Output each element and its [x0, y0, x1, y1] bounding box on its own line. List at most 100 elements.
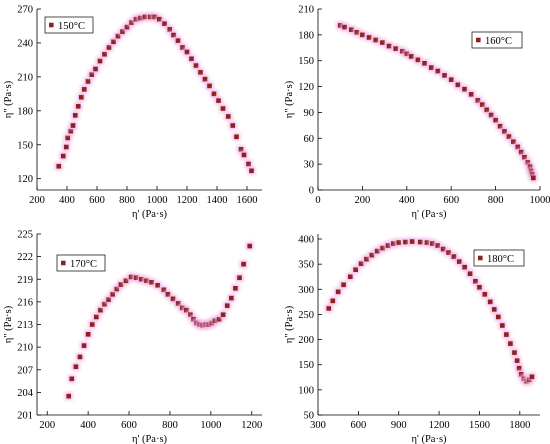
- data-point: [522, 154, 527, 160]
- y-tick-label: 225: [17, 230, 33, 241]
- data-point: [212, 318, 218, 324]
- data-point: [241, 261, 246, 267]
- y-tick-label: 50: [304, 411, 315, 422]
- data-point: [482, 292, 488, 297]
- data-point: [224, 303, 230, 308]
- data-point: [234, 134, 239, 140]
- x-tick-label: 200: [355, 195, 371, 206]
- x-tick-label: 1000: [147, 195, 168, 206]
- data-point: [111, 39, 116, 45]
- data-point: [230, 123, 236, 128]
- data-point: [246, 161, 251, 167]
- data-point: [171, 32, 176, 38]
- data-point: [518, 371, 524, 377]
- data-point: [81, 87, 87, 92]
- chart-panel-170c: 200 400 600 800 1000 1200 201 204 207 210 213 216 21…: [3, 230, 262, 444]
- data-point: [98, 307, 103, 313]
- x-tick-label: 1000: [200, 420, 221, 431]
- data-point: [468, 92, 474, 97]
- data-point: [349, 27, 354, 32]
- data-point: [89, 322, 95, 327]
- y-axis-title: η" (Pa·s): [284, 305, 295, 343]
- x-tick-label: 1200: [177, 195, 198, 206]
- data-point: [142, 14, 148, 20]
- data-point: [508, 341, 513, 346]
- x-tick-label: 1200: [429, 420, 450, 431]
- data-point: [216, 316, 222, 322]
- data-point: [118, 282, 124, 287]
- data-point: [491, 307, 497, 312]
- data-point: [102, 51, 107, 57]
- x-tick-label: 800: [162, 420, 178, 431]
- data-point: [484, 107, 490, 113]
- y-tick-label: 30: [304, 160, 315, 171]
- data-point: [247, 243, 253, 249]
- x-tick-label: 400: [399, 195, 415, 206]
- y-tick-label: 213: [17, 320, 33, 331]
- data-point: [479, 102, 485, 107]
- x-tick-label: 600: [350, 420, 366, 431]
- data-point: [65, 135, 71, 141]
- data-point: [138, 15, 143, 21]
- y-tick-label: 240: [17, 38, 33, 49]
- data-point: [198, 70, 203, 75]
- chart-panel-150c: 200 400 600 800 1000 1200 1400 1600 120 150 180 210…: [3, 5, 262, 220]
- data-point: [360, 32, 365, 38]
- data-point: [417, 239, 423, 245]
- data-point: [69, 376, 75, 382]
- data-point: [487, 299, 493, 305]
- data-point: [237, 275, 242, 281]
- x-tick-label: 900: [391, 420, 407, 431]
- data-point: [133, 16, 139, 22]
- data-point: [106, 297, 111, 302]
- data-point: [456, 259, 462, 264]
- data-point: [184, 49, 190, 55]
- data-point: [188, 312, 193, 317]
- legend-label: 170°C: [70, 259, 97, 270]
- data-point: [516, 365, 522, 371]
- data-point: [354, 29, 360, 35]
- y-tick-label: 300: [298, 285, 314, 296]
- data-point: [495, 314, 501, 320]
- y-tick-label: 100: [298, 385, 314, 396]
- data-point: [515, 144, 521, 150]
- y-tick-label: 250: [298, 310, 314, 321]
- data-point: [60, 153, 66, 159]
- legend-box: [471, 31, 523, 49]
- y-tick-label: 219: [17, 275, 33, 286]
- y-tick-label: 0: [309, 186, 314, 197]
- data-point: [446, 250, 451, 255]
- data-point: [152, 14, 158, 20]
- data-point: [106, 45, 112, 50]
- data-point: [525, 160, 531, 165]
- data-point: [102, 301, 107, 307]
- legend-marker: [49, 22, 54, 28]
- data-point: [511, 139, 516, 145]
- data-point: [380, 40, 385, 45]
- legend-label: 180°C: [487, 254, 514, 265]
- data-point: [347, 274, 353, 280]
- y-tick-label: 216: [17, 297, 33, 308]
- data-point: [477, 284, 482, 290]
- x-tick-label: 800: [119, 195, 135, 206]
- data-point: [94, 314, 99, 320]
- legend-box: [473, 249, 525, 267]
- data-point: [56, 163, 62, 169]
- data-point: [493, 117, 498, 123]
- x-tick-label: 1000: [530, 195, 550, 206]
- data-point: [428, 65, 434, 70]
- data-point: [473, 278, 478, 284]
- data-point: [72, 113, 78, 118]
- data-point: [120, 29, 125, 34]
- data-point: [73, 364, 79, 370]
- data-point: [462, 264, 467, 270]
- data-point: [529, 374, 535, 380]
- x-tick-label: 1200: [241, 420, 262, 431]
- data-point: [506, 134, 512, 139]
- data-point: [233, 286, 238, 291]
- y-tick-label: 150: [17, 140, 33, 151]
- data-point: [512, 350, 517, 355]
- data-point: [403, 239, 408, 245]
- data-point: [78, 94, 84, 100]
